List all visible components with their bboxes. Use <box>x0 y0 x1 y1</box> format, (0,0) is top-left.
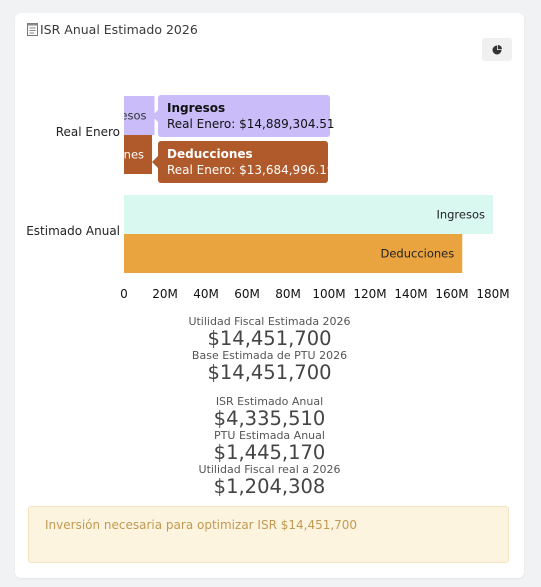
pie-chart-icon <box>492 40 502 59</box>
stat-label: Utilidad Fiscal Estimada 2026 <box>188 315 351 328</box>
stat-value: $1,445,170 <box>213 441 326 464</box>
bar-ingresos <box>124 96 155 135</box>
bar-label: Deducciones <box>70 148 144 162</box>
tooltip-pointer <box>152 110 158 122</box>
stat-label: Base Estimada de PTU 2026 <box>191 349 348 362</box>
stat-label: Utilidad Fiscal real a 2026 <box>198 463 341 476</box>
bar-ingresos <box>124 195 493 234</box>
tooltip-box <box>158 141 328 183</box>
bar-label: Deducciones <box>380 247 454 261</box>
x-tick-label: 80M <box>275 287 301 301</box>
bar-label: Ingresos <box>436 208 485 222</box>
x-tick-label: 0 <box>120 287 128 301</box>
isr-card: ISR Anual Estimado 2026 Real Enero Estima… <box>15 13 524 578</box>
stat-label: ISR Estimado Anual <box>215 395 324 408</box>
bar-deducciones <box>124 234 463 273</box>
tooltip-title: Ingresos <box>167 101 225 115</box>
stat-value: $4,335,510 <box>213 407 326 430</box>
x-tick-label: 40M <box>193 287 219 301</box>
x-tick-label: 140M <box>394 287 427 301</box>
tooltip-title: Deducciones <box>167 147 253 161</box>
optimization-alert: Inversión necesaria para optimizar ISR $… <box>28 506 509 563</box>
category-label: Real Enero <box>56 125 120 139</box>
tooltip-body: Real Enero: $14,889,304.51 <box>167 117 335 131</box>
x-tick-label: 20M <box>152 287 178 301</box>
tooltip-pointer <box>152 156 158 168</box>
x-tick-label: 100M <box>312 287 345 301</box>
chart-type-button[interactable] <box>482 38 512 61</box>
card-title: ISR Anual Estimado 2026 <box>40 22 198 37</box>
bar-chart: Real Enero Estimado Anual Ingresos Ingresos… <box>26 95 510 301</box>
x-tick-label: 120M <box>353 287 386 301</box>
bar-deducciones <box>124 135 153 174</box>
stat-label: PTU Estimada Anual <box>214 429 325 442</box>
tooltip-body: Real Enero: $13,684,996.19 <box>167 163 335 177</box>
card-header: ISR Anual Estimado 2026 <box>27 22 198 37</box>
alert-text: Inversión necesaria para optimizar ISR $… <box>45 518 358 532</box>
category-label: Estimado Anual <box>26 224 120 238</box>
tooltip-box <box>158 95 330 137</box>
bar-label: Ingresos <box>98 109 147 123</box>
x-tick-label: 160M <box>435 287 468 301</box>
stat-value: $1,204,308 <box>213 475 326 498</box>
x-tick-label: 180M <box>476 287 509 301</box>
stat-value: $14,451,700 <box>207 361 332 384</box>
x-tick-label: 60M <box>234 287 260 301</box>
document-icon <box>27 23 38 36</box>
stat-value: $14,451,700 <box>207 327 332 350</box>
stats-panel: Utilidad Fiscal Estimada 2026 $14,451,700… <box>15 315 524 497</box>
